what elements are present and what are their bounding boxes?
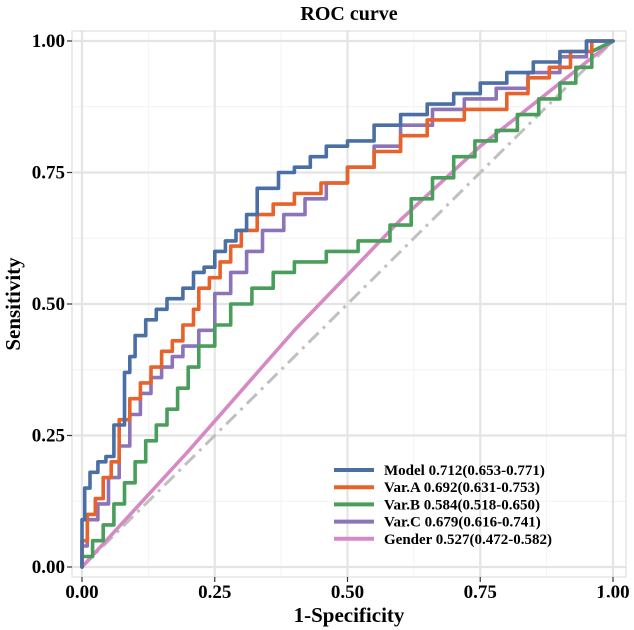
y-tick-label: 0.25 — [32, 426, 65, 447]
series-layer — [80, 39, 615, 569]
y-tick-label: 0.50 — [32, 294, 65, 315]
x-tick-label: 1.00 — [596, 582, 629, 603]
series-line-model — [80, 39, 615, 569]
reference-diagonal-line — [80, 39, 615, 569]
series-line-var-c — [80, 39, 615, 569]
y-axis-title: Sensitivity — [1, 257, 25, 351]
y-tick-label: 0.75 — [32, 163, 65, 184]
x-tick-label: 0.50 — [331, 582, 364, 603]
x-tick-label: 0.75 — [464, 582, 497, 603]
x-axis: 0.00 0.25 0.50 0.75 1.00 — [65, 577, 630, 603]
x-tick-label: 0.25 — [198, 582, 231, 603]
legend-label: Gender 0.527(0.472-0.582) — [384, 532, 552, 548]
legend: Model 0.712(0.653-0.771)Var.A 0.692(0.63… — [334, 463, 552, 548]
watermark-text: 知乎 @统计学备忘 — [510, 595, 626, 612]
chart-title: ROC curve — [300, 3, 397, 25]
legend-label: Model 0.712(0.653-0.771) — [384, 463, 545, 479]
legend-label: Var.A 0.692(0.631-0.753) — [384, 480, 540, 496]
y-axis: 0.00 0.25 0.50 0.75 1.00 — [32, 31, 72, 578]
x-tick-label: 0.00 — [65, 582, 98, 603]
x-axis-title: 1-Specificity — [294, 603, 405, 627]
legend-label: Var.C 0.679(0.616-0.741) — [384, 515, 541, 531]
y-tick-label: 0.00 — [32, 557, 65, 578]
series-line-var-b — [80, 39, 615, 569]
series-line-var-a — [80, 39, 615, 569]
plot-panel — [71, 30, 627, 578]
grid-major — [72, 31, 626, 577]
legend-label: Var.B 0.584(0.518-0.650) — [384, 497, 540, 513]
y-tick-label: 1.00 — [32, 31, 65, 52]
